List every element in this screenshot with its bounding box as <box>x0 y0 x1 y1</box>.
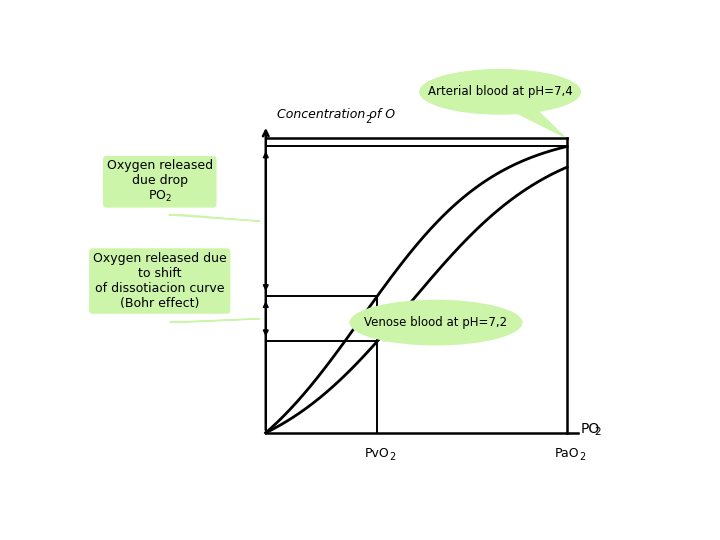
Polygon shape <box>490 84 564 137</box>
Polygon shape <box>168 215 260 221</box>
Text: PaO: PaO <box>555 447 580 460</box>
Text: 2: 2 <box>390 452 396 462</box>
Polygon shape <box>170 319 260 322</box>
Text: 2: 2 <box>595 427 601 437</box>
Ellipse shape <box>419 69 581 114</box>
Text: 2: 2 <box>580 452 585 462</box>
Text: PO: PO <box>581 422 600 436</box>
Text: Concentration of O: Concentration of O <box>277 108 395 121</box>
Text: Venose blood at pH=7,2: Venose blood at pH=7,2 <box>364 316 508 329</box>
Ellipse shape <box>349 300 523 346</box>
Text: PvO: PvO <box>365 447 390 460</box>
Text: Oxygen released
due drop
PO$_2$: Oxygen released due drop PO$_2$ <box>107 159 213 204</box>
Text: 2: 2 <box>365 115 372 125</box>
Text: Arterial blood at pH=7,4: Arterial blood at pH=7,4 <box>428 85 572 98</box>
Polygon shape <box>383 312 443 341</box>
Text: Oxygen released due
to shift
of dissotiacion curve
(Bohr effect): Oxygen released due to shift of dissotia… <box>93 252 227 310</box>
